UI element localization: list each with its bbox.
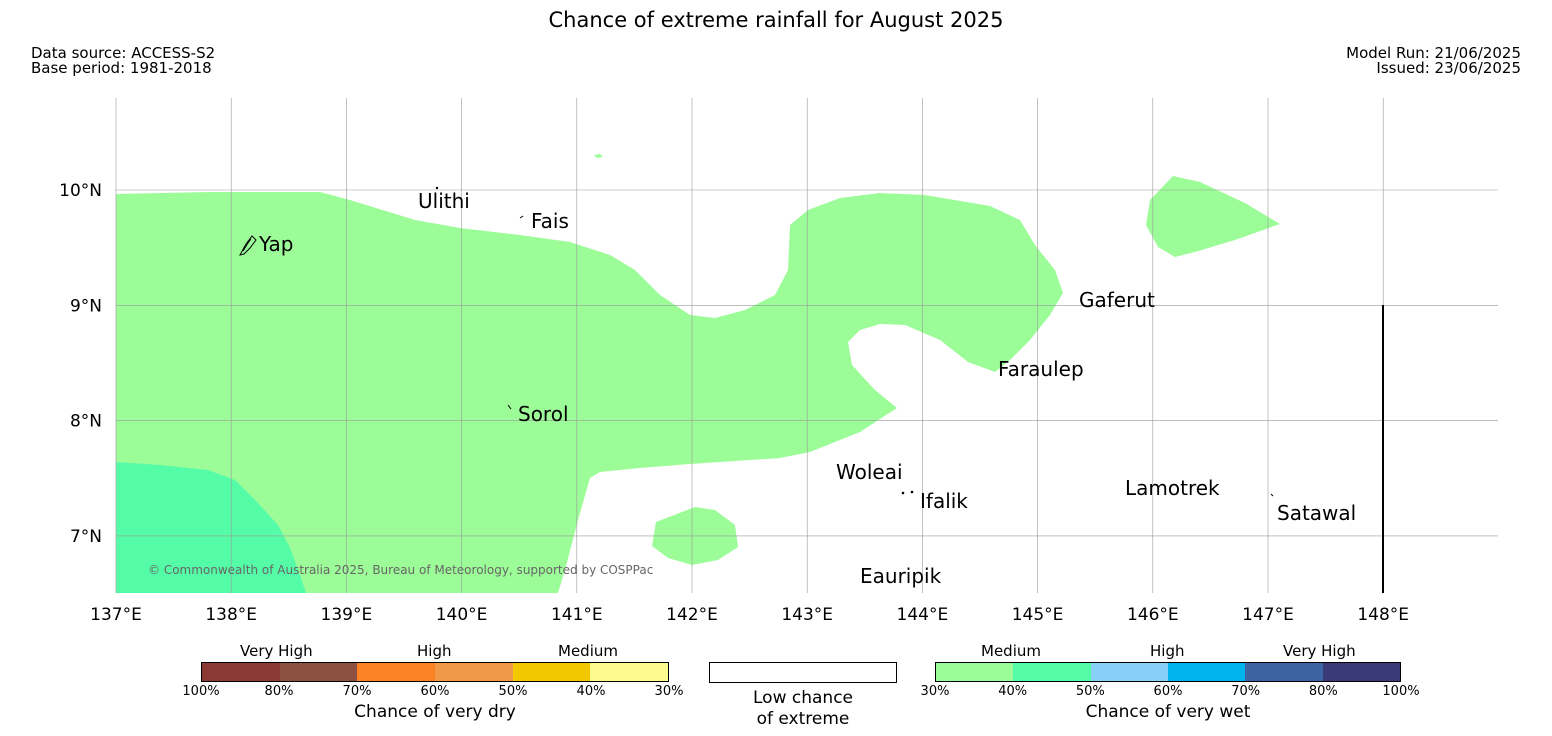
yap-island-inner <box>242 238 252 252</box>
meta-right: Model Run: 21/06/2025 Issued: 23/06/2025 <box>1346 46 1521 76</box>
place-labels: Ulithi Fais Yap Gaferut Faraulep Sorol W… <box>258 189 1356 588</box>
lon-tick-label: 145°E <box>1012 605 1064 625</box>
latitude-labels: 10°N 9°N 8°N 7°N <box>59 181 102 547</box>
lon-tick-label: 138°E <box>205 605 257 625</box>
label-ifalik: Ifalik <box>920 489 968 513</box>
dry-tick-label: 30% <box>654 684 684 699</box>
lat-tick-label: 10°N <box>59 181 102 201</box>
label-faraulep: Faraulep <box>998 357 1084 381</box>
dry-swatch <box>590 663 669 681</box>
probability-regions <box>116 154 1280 593</box>
wet-swatch <box>1090 663 1168 681</box>
dry-tick-label: 50% <box>498 684 528 699</box>
dry-swatch <box>279 663 358 681</box>
fais-outline <box>519 215 524 219</box>
wet-tick-label: 80% <box>1308 684 1338 699</box>
longitude-labels: 137°E 138°E 139°E 140°E 141°E 142°E 143°E 144°E… <box>90 605 1409 625</box>
lon-tick-label: 148°E <box>1357 605 1409 625</box>
dry-tick-label: 60% <box>420 684 450 699</box>
label-ulithi: Ulithi <box>418 189 470 213</box>
lon-tick-label: 143°E <box>781 605 833 625</box>
low-chance-line1: Low chance <box>753 688 853 708</box>
wet-swatch <box>1167 663 1246 681</box>
wet-swatch <box>1245 663 1323 681</box>
lon-tick-label: 147°E <box>1242 605 1294 625</box>
dry-swatch <box>357 663 436 681</box>
dry-swatch <box>435 663 513 681</box>
label-lamotrek: Lamotrek <box>1125 476 1220 500</box>
label-satawal: Satawal <box>1277 501 1356 525</box>
ifalik-dot-2 <box>910 490 914 494</box>
wet-swatch <box>936 663 1014 681</box>
high-wet-region-sw <box>116 462 306 593</box>
lon-tick-label: 137°E <box>90 605 142 625</box>
wet-tick-label: 100% <box>1382 684 1420 699</box>
island-outlines <box>239 186 1274 497</box>
satawal-outline <box>1270 493 1274 497</box>
wet-tick-label: 50% <box>1075 684 1105 699</box>
label-fais: Fais <box>531 209 569 233</box>
low-chance-swatch <box>709 662 897 683</box>
wet-legend-title: Chance of very wet <box>1085 702 1251 722</box>
wet-tick-label: 30% <box>920 684 950 699</box>
lon-tick-label: 140°E <box>436 605 488 625</box>
dry-cat-very-high: Very High <box>240 642 313 660</box>
dry-legend-title: Chance of very dry <box>354 702 516 722</box>
lon-tick-label: 141°E <box>551 605 603 625</box>
label-sorol: Sorol <box>518 402 569 426</box>
lon-tick-label: 146°E <box>1127 605 1179 625</box>
dry-swatch <box>202 663 280 681</box>
wet-swatch <box>1322 663 1400 681</box>
medium-wet-region-main <box>116 192 1063 593</box>
dry-cat-high: High <box>417 642 452 660</box>
data-source: Data source: ACCESS-S2 <box>31 44 216 62</box>
dry-tick-label: 100% <box>182 684 220 699</box>
wet-swatch <box>1013 663 1091 681</box>
label-gaferut: Gaferut <box>1079 288 1155 312</box>
meta-left: Data source: ACCESS-S2 Base period: 1981… <box>31 46 215 76</box>
dry-cat-medium: Medium <box>558 642 618 660</box>
lat-tick-label: 9°N <box>70 296 102 316</box>
copyright-notice: © Commonwealth of Australia 2025, Bureau… <box>148 563 653 577</box>
lat-tick-label: 8°N <box>70 412 102 432</box>
dry-tick-label: 40% <box>576 684 606 699</box>
dry-tick-label: 80% <box>264 684 294 699</box>
medium-wet-region-speck <box>594 154 603 158</box>
dry-swatch <box>512 663 591 681</box>
label-woleai: Woleai <box>836 460 903 484</box>
lon-tick-label: 142°E <box>666 605 718 625</box>
wet-cat-medium: Medium <box>981 642 1041 660</box>
low-chance-line2: of extreme <box>756 709 850 729</box>
ulithi-dot <box>435 186 439 190</box>
graticule <box>115 98 1498 593</box>
wet-tick-label: 70% <box>1231 684 1261 699</box>
wet-tick-label: 60% <box>1153 684 1183 699</box>
sorol-outline <box>507 404 512 410</box>
dry-tick-label: 70% <box>342 684 372 699</box>
dry-colorbar <box>201 662 669 682</box>
yap-island-outline <box>239 235 257 256</box>
wet-colorbar <box>935 662 1401 682</box>
ifalik-dot-1 <box>901 491 905 495</box>
lon-tick-label: 144°E <box>897 605 949 625</box>
model-run: Model Run: 21/06/2025 <box>1346 44 1521 62</box>
lat-tick-label: 7°N <box>70 527 102 547</box>
wet-cat-high: High <box>1150 642 1185 660</box>
wet-tick-label: 40% <box>998 684 1028 699</box>
map-title: Chance of extreme rainfall for August 20… <box>548 8 1004 32</box>
medium-wet-region-ne <box>1146 176 1280 257</box>
issued-date: Issued: 23/06/2025 <box>1376 59 1521 77</box>
lon-tick-label: 139°E <box>321 605 373 625</box>
rainfall-map[interactable]: Ulithi Fais Yap Gaferut Faraulep Sorol W… <box>0 0 1552 640</box>
base-period: Base period: 1981-2018 <box>31 59 212 77</box>
wet-cat-very-high: Very High <box>1283 642 1356 660</box>
label-yap: Yap <box>258 232 293 256</box>
label-eauripik: Eauripik <box>860 564 942 588</box>
low-chance-label: Low chance of extreme <box>709 688 897 730</box>
